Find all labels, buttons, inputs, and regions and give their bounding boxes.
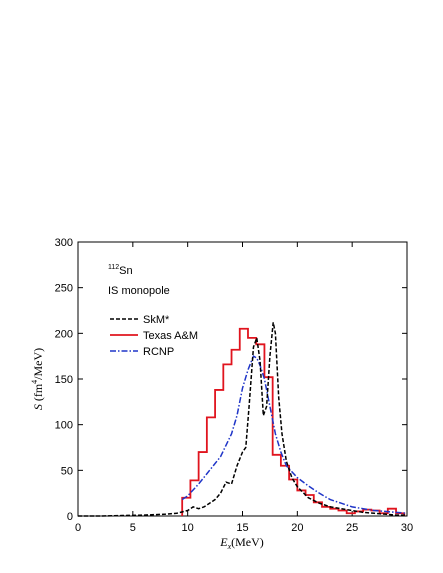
x-tick-label: 25	[346, 522, 358, 534]
mode-label: IS monopole	[108, 285, 170, 297]
y-tick-label: 200	[55, 328, 73, 340]
y-tick-label: 250	[55, 283, 73, 295]
series-rcnp	[181, 355, 408, 515]
y-tick-label: 50	[61, 465, 73, 477]
y-axis-title: S (fm4/MeV)	[30, 348, 45, 410]
plot-frame	[77, 241, 408, 517]
legend-label-skm: SkM*	[143, 314, 170, 326]
legend-label-texas: Texas A&M	[143, 330, 198, 342]
y-tick-label: 100	[55, 420, 73, 432]
x-tick-label: 30	[401, 522, 413, 534]
x-tick-label: 0	[75, 522, 81, 534]
x-tick-label: 15	[236, 522, 248, 534]
series-texas-am	[181, 327, 406, 516]
y-tick-label: 0	[67, 511, 73, 523]
x-tick-label: 5	[130, 522, 136, 534]
x-tick-label: 20	[291, 522, 303, 534]
nucleus-label: 112Sn	[108, 264, 133, 277]
nucleus-symbol: Sn	[119, 265, 132, 277]
legend: SkM* Texas A&M RCNP	[110, 314, 198, 358]
y-tick-label: 300	[55, 237, 73, 249]
x-tick-label: 10	[182, 522, 194, 534]
legend-label-rcnp: RCNP	[143, 346, 174, 358]
x-axis-title: Ex(MeV)	[219, 535, 264, 551]
nucleus-mass: 112	[108, 264, 119, 271]
series-layer	[78, 322, 408, 517]
series-skm	[78, 322, 407, 517]
y-tick-label: 150	[55, 374, 73, 386]
